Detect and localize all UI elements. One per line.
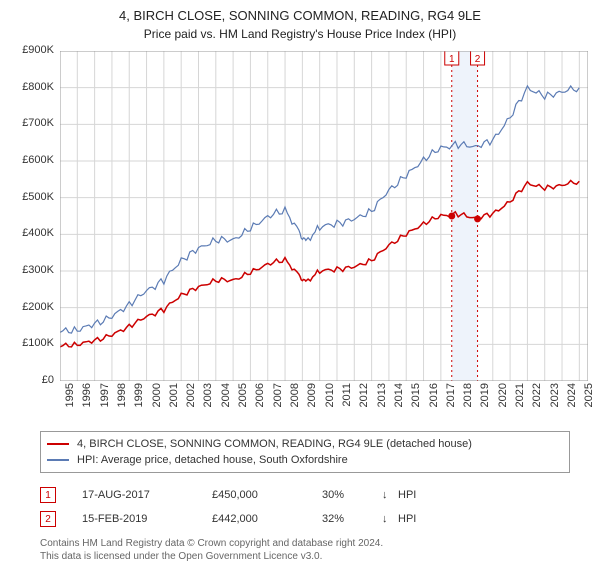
legend: 4, BIRCH CLOSE, SONNING COMMON, READING,… — [40, 431, 570, 473]
transaction-vs: HPI — [398, 513, 438, 525]
y-tick-label: £400K — [22, 227, 54, 239]
y-tick-label: £600K — [22, 154, 54, 166]
footer-attribution: Contains HM Land Registry data © Crown c… — [40, 537, 570, 563]
transaction-marker: 1 — [40, 487, 56, 503]
x-tick-label: 2006 — [254, 383, 266, 407]
transaction-price: £450,000 — [212, 489, 322, 501]
y-tick-label: £200K — [22, 301, 54, 313]
x-tick-label: 1999 — [133, 383, 145, 407]
chart-title: 4, BIRCH CLOSE, SONNING COMMON, READING,… — [0, 0, 600, 23]
transaction-date: 15-FEB-2019 — [56, 513, 212, 525]
x-tick-label: 2023 — [549, 383, 561, 407]
x-tick-label: 2010 — [324, 383, 336, 407]
transaction-marker: 2 — [40, 511, 56, 527]
transaction-diff: 32% — [322, 513, 382, 525]
y-axis-labels: £0£100K£200K£300K£400K£500K£600K£700K£80… — [0, 50, 58, 380]
x-tick-label: 2025 — [583, 383, 595, 407]
transaction-diff: 30% — [322, 489, 382, 501]
x-tick-label: 1995 — [64, 383, 76, 407]
x-tick-label: 2013 — [376, 383, 388, 407]
x-tick-label: 1997 — [99, 383, 111, 407]
x-tick-label: 2005 — [237, 383, 249, 407]
x-tick-label: 2018 — [462, 383, 474, 407]
transaction-row: 117-AUG-2017£450,00030%↓HPI — [40, 483, 570, 507]
line-chart-svg: 12 — [60, 51, 588, 381]
legend-item: 4, BIRCH CLOSE, SONNING COMMON, READING,… — [47, 436, 563, 452]
legend-label: HPI: Average price, detached house, Sout… — [77, 452, 348, 468]
x-tick-label: 2012 — [358, 383, 370, 407]
transaction-price: £442,000 — [212, 513, 322, 525]
x-tick-label: 2020 — [497, 383, 509, 407]
transaction-row: 215-FEB-2019£442,00032%↓HPI — [40, 507, 570, 531]
footer-line: Contains HM Land Registry data © Crown c… — [40, 537, 570, 550]
svg-text:2: 2 — [475, 54, 481, 65]
x-tick-label: 2002 — [185, 383, 197, 407]
x-tick-label: 1996 — [81, 383, 93, 407]
down-arrow-icon: ↓ — [382, 513, 398, 525]
x-tick-label: 2021 — [514, 383, 526, 407]
x-tick-label: 2000 — [151, 383, 163, 407]
x-tick-label: 2008 — [289, 383, 301, 407]
x-tick-label: 2019 — [479, 383, 491, 407]
x-tick-label: 2017 — [445, 383, 457, 407]
y-tick-label: £500K — [22, 191, 54, 203]
transaction-vs: HPI — [398, 489, 438, 501]
legend-label: 4, BIRCH CLOSE, SONNING COMMON, READING,… — [77, 436, 472, 452]
legend-swatch — [47, 443, 69, 445]
x-tick-label: 2024 — [566, 383, 578, 407]
x-tick-label: 2015 — [410, 383, 422, 407]
x-tick-label: 2003 — [202, 383, 214, 407]
transactions-table: 117-AUG-2017£450,00030%↓HPI215-FEB-2019£… — [40, 483, 570, 531]
y-tick-label: £900K — [22, 44, 54, 56]
x-tick-label: 2016 — [428, 383, 440, 407]
x-tick-label: 2007 — [272, 383, 284, 407]
x-tick-label: 1998 — [116, 383, 128, 407]
down-arrow-icon: ↓ — [382, 489, 398, 501]
x-tick-label: 2022 — [531, 383, 543, 407]
x-tick-label: 2014 — [393, 383, 405, 407]
transaction-date: 17-AUG-2017 — [56, 489, 212, 501]
legend-item: HPI: Average price, detached house, Sout… — [47, 452, 563, 468]
x-tick-label: 2001 — [168, 383, 180, 407]
y-tick-label: £100K — [22, 337, 54, 349]
svg-text:1: 1 — [449, 54, 455, 65]
chart-area: 12 — [60, 51, 588, 381]
y-tick-label: £0 — [42, 374, 54, 386]
legend-swatch — [47, 459, 69, 461]
x-tick-label: 2004 — [220, 383, 232, 407]
x-axis-labels: 1995 1996 1997 1998 1999 2000 2001 2002 2003 2004… — [60, 381, 588, 425]
y-tick-label: £700K — [22, 117, 54, 129]
x-tick-label: 2009 — [306, 383, 318, 407]
chart-subtitle: Price paid vs. HM Land Registry's House … — [0, 23, 600, 41]
footer-line: This data is licensed under the Open Gov… — [40, 550, 570, 563]
y-tick-label: £300K — [22, 264, 54, 276]
y-tick-label: £800K — [22, 81, 54, 93]
x-tick-label: 2011 — [341, 383, 353, 407]
page-root: 4, BIRCH CLOSE, SONNING COMMON, READING,… — [0, 0, 600, 560]
